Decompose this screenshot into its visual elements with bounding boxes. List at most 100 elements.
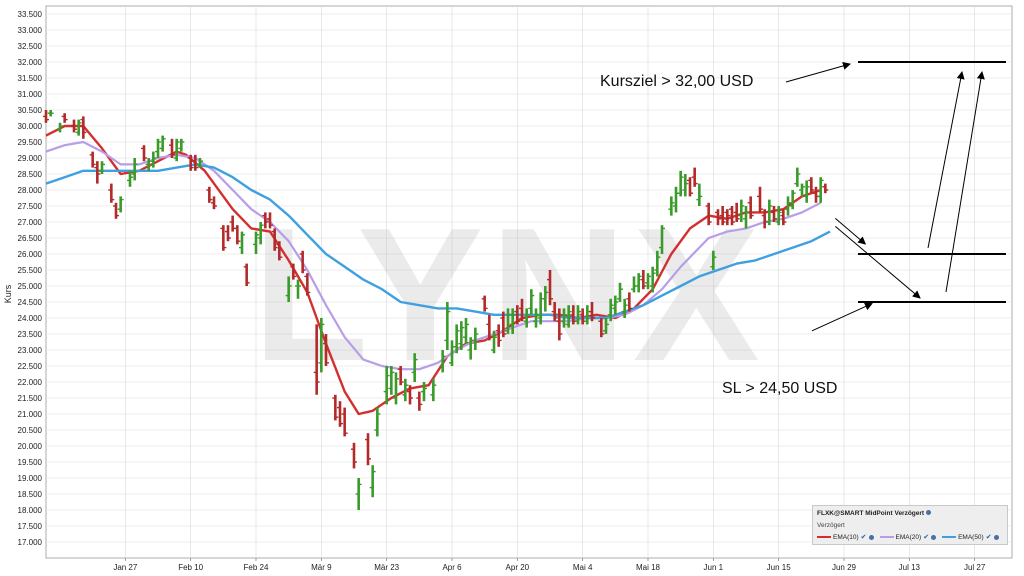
ohlc-bar: [323, 334, 329, 366]
legend-subtitle: Verzögert: [817, 522, 845, 529]
legend-item-ema50[interactable]: EMA(50) ✔: [942, 533, 999, 541]
ohlc-bar: [719, 206, 726, 226]
check-icon[interactable]: ✔: [860, 534, 867, 541]
globe-icon[interactable]: [868, 534, 874, 540]
plot-frame: [45, 5, 1013, 559]
ema50-swatch: [942, 536, 957, 538]
ohlc-bar: [351, 442, 357, 469]
y-tick-label: 26.000: [18, 250, 43, 259]
ohlc-bar: [131, 158, 138, 181]
globe-icon[interactable]: [925, 510, 931, 515]
y-tick-label: 22.500: [18, 362, 43, 371]
ohlc-bar: [542, 286, 549, 312]
ohlc-bar: [159, 135, 166, 152]
y-tick-label: 33.500: [18, 10, 43, 19]
ohlc-bar: [407, 385, 413, 405]
ohlc-bar: [780, 209, 787, 226]
arrow-to-entry: [835, 218, 867, 245]
y-tick-label: 25.500: [18, 266, 43, 275]
ohlc-bar: [150, 151, 157, 168]
ohlc-bar: [206, 186, 213, 203]
ema20-swatch: [879, 536, 894, 538]
ohlc-bar: [393, 372, 399, 405]
ohlc-bar: [551, 302, 558, 322]
legend-item-ema20[interactable]: EMA(20) ✔: [879, 533, 937, 541]
ohlc-bar: [715, 209, 721, 226]
ema20-label: EMA(20): [895, 533, 922, 541]
ohlc-bar: [243, 263, 250, 286]
y-tick-label: 26.500: [18, 234, 43, 243]
price-levels: [858, 61, 1006, 303]
ohlc-bar: [495, 324, 502, 347]
legend-title: FLXK@SMART MidPoint Verzögert: [817, 510, 931, 517]
y-tick-label: 28.000: [18, 186, 43, 195]
ohlc-bar: [411, 353, 418, 382]
ohlc-bar: [822, 183, 829, 194]
ohlc-bar: [589, 302, 595, 322]
y-tick-label: 20.500: [18, 426, 43, 435]
ohlc-bar: [47, 110, 54, 117]
check-icon[interactable]: ✔: [985, 534, 992, 541]
ohlc-bar: [547, 270, 553, 306]
y-tick-label: 30.000: [18, 122, 43, 131]
y-tick-label: 19.500: [18, 458, 43, 467]
ema-line-ema50: [45, 163, 831, 320]
x-tick-label: Apr 20: [506, 563, 530, 572]
ohlc-bar: [94, 161, 101, 184]
ohlc-bar: [775, 206, 782, 226]
x-tick-label: Jul 13: [899, 563, 921, 572]
ohlc-bar: [299, 250, 306, 274]
arrow-stop-callout: [811, 302, 873, 332]
ohlc-bar: [603, 318, 609, 334]
ohlc-bar: [458, 321, 465, 350]
x-tick-label: Jun 29: [832, 563, 857, 572]
check-icon[interactable]: ✔: [923, 534, 930, 541]
y-tick-label: 21.500: [18, 394, 43, 403]
ohlc-bar: [617, 282, 623, 302]
ohlc-bar: [682, 174, 689, 197]
y-axis-label: Kurs: [3, 284, 13, 303]
ohlc-bar: [453, 324, 460, 354]
ohlc-bar: [696, 183, 703, 206]
ohlc-bar: [262, 212, 269, 229]
ema10-swatch: [817, 536, 831, 538]
globe-icon[interactable]: [931, 534, 937, 540]
ohlc-bar: [813, 186, 819, 203]
ohlc-bar: [505, 308, 511, 334]
ohlc-bar: [733, 202, 740, 222]
ohlc-bar: [500, 311, 507, 338]
target-annotation: Kursziel > 32,00 USD: [600, 73, 753, 90]
y-tick-label: 20.000: [18, 442, 43, 451]
ohlc-bar: [355, 478, 362, 510]
ohlc-bar: [192, 154, 199, 171]
ohlc-bar: [654, 250, 661, 277]
ohlc-bar: [668, 196, 675, 216]
ohlc-bar: [491, 330, 497, 354]
ohlc-bar: [383, 366, 390, 405]
ohlc-bar: [519, 298, 525, 322]
ohlc-bar: [108, 183, 115, 203]
y-tick-label: 24.000: [18, 314, 43, 323]
ohlc-bar: [113, 202, 119, 219]
legend-item-ema10[interactable]: EMA(10) ✔: [817, 533, 874, 541]
ohlc-bar: [785, 196, 791, 216]
ohlc-bar: [677, 170, 684, 197]
ohlc-bar: [369, 465, 376, 498]
ema10-label: EMA(10): [833, 533, 859, 541]
ohlc-bar: [365, 433, 371, 466]
ohlc-bar: [141, 145, 147, 162]
ohlc-bar: [626, 292, 633, 312]
ohlc-bar: [710, 250, 717, 270]
ohlc-bar: [127, 170, 133, 187]
globe-icon[interactable]: [993, 534, 999, 540]
ohlc-bar: [43, 110, 49, 123]
ohlc-bar: [257, 222, 264, 245]
ohlc-bar: [598, 318, 605, 338]
ohlc-bar: [155, 138, 161, 158]
x-tick-label: Mai 4: [573, 563, 593, 572]
ohlc-bar: [612, 295, 619, 315]
ohlc-bar: [234, 225, 241, 245]
ohlc-bar: [267, 212, 273, 229]
ohlc-bar: [341, 407, 348, 437]
